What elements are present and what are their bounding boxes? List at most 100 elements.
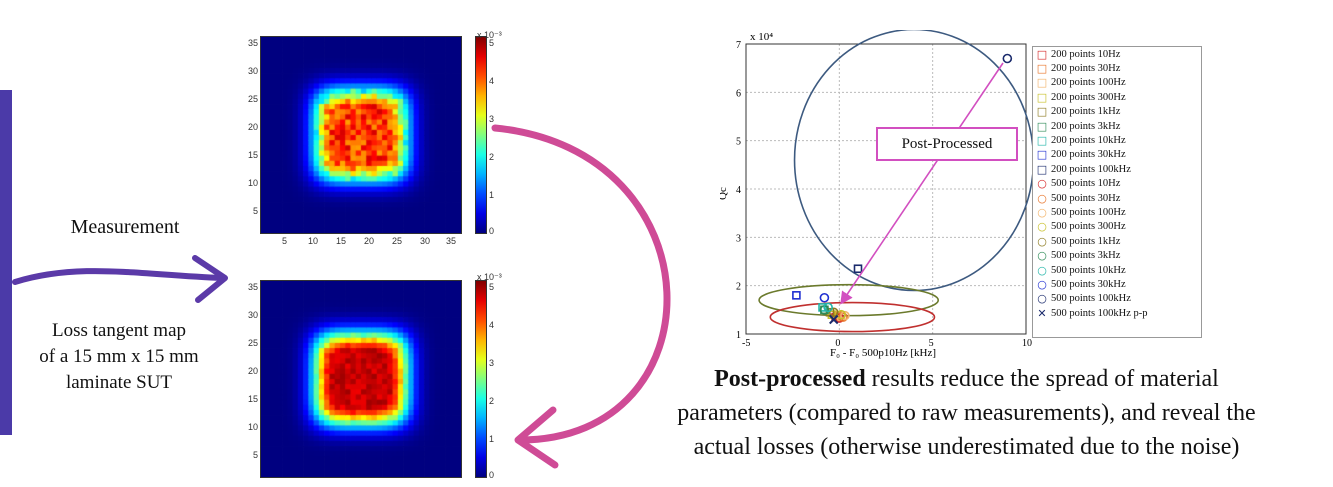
- legend-marker: □: [1036, 76, 1048, 90]
- colorbar-top-scale: x 10⁻³: [477, 30, 502, 40]
- heatmap-bottom-panel: 35 30 25 20 15 10 5: [240, 280, 487, 485]
- legend-label: 500 points 10Hz: [1051, 178, 1121, 190]
- x-tick: 5: [282, 236, 288, 246]
- data-point-square: [792, 291, 801, 300]
- y-tick: 5: [252, 450, 258, 460]
- cbar-tick: 5: [489, 282, 495, 292]
- legend-label: 200 points 1kHz: [1051, 106, 1121, 118]
- x-tick: 35: [446, 236, 457, 246]
- measurement-arrow: [12, 268, 225, 285]
- loss-map-line-2: of a 15 mm x 15 mm: [39, 346, 199, 367]
- legend-label: 500 points 300Hz: [1051, 221, 1126, 233]
- data-point-square: [853, 264, 863, 274]
- y-tick: 25: [247, 338, 258, 348]
- legend-label: 500 points 100kHz: [1051, 293, 1131, 305]
- loss-map-line-1: Loss tangent map: [51, 320, 187, 341]
- x-tick-label: 5: [929, 338, 934, 349]
- legend-entry: ○ 500 points 300Hz: [1033, 220, 1201, 234]
- heatmap-top-panel: 35 30 25 20 15 10 5 5 10 15 20 25 30 35: [240, 36, 487, 248]
- colorbar-top-ticks: 5 4 3 2 1 0: [489, 36, 503, 236]
- y-tick: 20: [247, 122, 258, 132]
- y-tick: 15: [247, 394, 258, 404]
- legend-entry: □ 200 points 10kHz: [1033, 133, 1201, 147]
- data-point-circle: [838, 312, 848, 322]
- legend-entry: ○ 500 points 100kHz: [1033, 292, 1201, 306]
- x-tick: 30: [420, 236, 431, 246]
- cbar-tick: 0: [489, 226, 495, 236]
- legend-label: 500 points 10kHz: [1051, 264, 1126, 276]
- legend-marker: □: [1036, 162, 1048, 176]
- x-tick-label: 0: [835, 338, 840, 349]
- x-tick: 10: [308, 236, 319, 246]
- cbar-tick: 0: [489, 470, 495, 480]
- heatmap-top-yticks: 35 30 25 20 15 10 5: [240, 36, 258, 232]
- loss-map-label: Loss tangent map of a 15 mm x 15 mm lami…: [14, 318, 224, 396]
- cbar-tick: 4: [489, 320, 495, 330]
- cbar-tick: 1: [489, 434, 495, 444]
- left-accent-bar: [0, 90, 12, 435]
- legend-entry: □ 200 points 300Hz: [1033, 90, 1201, 104]
- legend-marker: ○: [1037, 277, 1047, 291]
- scatter-legend: □ 200 points 10Hz □ 200 points 30Hz □ 200 poi…: [1032, 46, 1202, 338]
- processing-arrow-head: [514, 406, 559, 469]
- x-tick: 20: [364, 236, 375, 246]
- legend-label: 200 points 3kHz: [1051, 120, 1121, 132]
- x-tick: 15: [336, 236, 347, 246]
- legend-marker: □: [1036, 47, 1048, 61]
- data-point-circle: [1002, 53, 1013, 64]
- y-tick: 35: [247, 38, 258, 48]
- heatmap-bottom: [260, 280, 462, 478]
- legend-entry: ○ 500 points 100Hz: [1033, 205, 1201, 219]
- legend-label: 500 points 30Hz: [1051, 192, 1121, 204]
- legend-marker: ○: [1037, 205, 1047, 219]
- scatter-points: [792, 53, 1013, 325]
- y-tick: 10: [247, 178, 258, 188]
- y-tick: 30: [247, 310, 258, 320]
- legend-marker: ○: [1037, 249, 1047, 263]
- legend-marker: □: [1036, 90, 1048, 104]
- y-tick: 10: [247, 422, 258, 432]
- legend-entry: □ 200 points 10Hz: [1033, 47, 1201, 61]
- processing-arrow: [491, 124, 671, 444]
- legend-label: 200 points 30kHz: [1051, 149, 1126, 161]
- colorbar-bottom-scale: x 10⁻³: [477, 272, 502, 282]
- legend-entry: □ 200 points 30Hz: [1033, 61, 1201, 75]
- legend-marker: □: [1036, 62, 1048, 76]
- heatmap-top-xticks: 5 10 15 20 25 30 35: [260, 236, 460, 248]
- x-tick: 25: [392, 236, 403, 246]
- measurement-label: Measurement: [70, 216, 180, 238]
- heatmap-top: [260, 36, 462, 234]
- legend-label: 500 points 100kHz p-p: [1051, 307, 1148, 319]
- heatmap-bottom-yticks: 35 30 25 20 15 10 5: [240, 280, 258, 476]
- caption: Post-processed results reduce the spread…: [600, 362, 1333, 464]
- y-tick: 30: [247, 66, 258, 76]
- legend-marker: □: [1036, 134, 1048, 148]
- legend-label: 500 points 100Hz: [1051, 206, 1126, 218]
- spread-ellipse: [793, 30, 1032, 292]
- caption-bold: Post-processed: [714, 366, 866, 392]
- cbar-tick: 5: [489, 38, 495, 48]
- legend-label: 500 points 1kHz: [1051, 235, 1121, 247]
- legend-entry: □ 200 points 3kHz: [1033, 119, 1201, 133]
- legend-entry: ○ 500 points 10kHz: [1033, 263, 1201, 277]
- data-point-circle: [840, 310, 850, 321]
- legend-label: 200 points 300Hz: [1051, 91, 1126, 103]
- cbar-tick: 4: [489, 76, 495, 86]
- legend-label: 200 points 10Hz: [1051, 48, 1121, 60]
- legend-entry: □ 200 points 30kHz: [1033, 148, 1201, 162]
- legend-marker: ✕: [1037, 306, 1047, 320]
- x-tick-label: -5: [742, 338, 750, 349]
- y-axis-label: Qc: [720, 187, 729, 200]
- y-tick-label: 2: [736, 282, 741, 293]
- caption-line-2: parameters (compared to raw measurements…: [677, 400, 1256, 426]
- legend-marker: □: [1036, 148, 1048, 162]
- y-tick: 15: [247, 150, 258, 160]
- y-tick: 25: [247, 94, 258, 104]
- legend-marker: ○: [1037, 191, 1047, 205]
- plot-frame: [745, 43, 1027, 335]
- legend-label: 500 points 3kHz: [1051, 250, 1121, 262]
- legend-entry: ○ 500 points 30kHz: [1033, 277, 1201, 291]
- legend-entry: □ 200 points 100kHz: [1033, 162, 1201, 176]
- legend-marker: □: [1036, 119, 1048, 133]
